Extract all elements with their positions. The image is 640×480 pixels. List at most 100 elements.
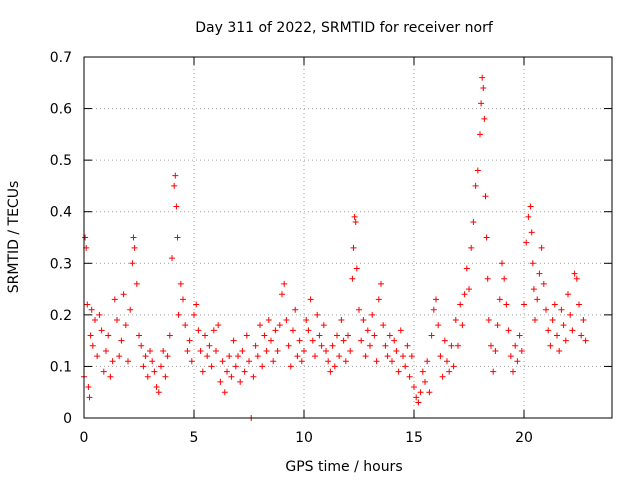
data-point xyxy=(131,244,138,251)
data-point xyxy=(147,347,153,354)
data-point xyxy=(565,291,571,298)
data-point xyxy=(373,358,380,365)
data-point xyxy=(193,301,200,308)
data-point xyxy=(369,311,376,318)
data-point xyxy=(580,317,587,324)
data-point xyxy=(290,327,296,334)
data-point xyxy=(279,291,285,298)
data-point xyxy=(331,363,338,370)
data-point xyxy=(307,296,314,303)
data-point xyxy=(534,296,541,303)
data-point xyxy=(463,265,470,272)
data-point xyxy=(303,317,310,324)
data-point xyxy=(281,280,288,287)
data-point xyxy=(503,301,510,308)
data-point xyxy=(259,363,266,370)
data-point xyxy=(265,317,272,324)
data-point xyxy=(316,332,323,339)
data-point xyxy=(536,270,543,277)
data-point xyxy=(488,342,494,349)
data-point xyxy=(353,265,360,272)
data-point xyxy=(408,353,415,360)
data-point xyxy=(426,389,433,396)
data-point xyxy=(334,332,340,339)
y-tick-label: 0.6 xyxy=(50,102,72,118)
data-point xyxy=(380,322,387,329)
data-point xyxy=(351,213,358,220)
data-point xyxy=(175,311,182,318)
data-point xyxy=(136,332,142,339)
data-point xyxy=(127,306,134,313)
data-point xyxy=(340,337,347,344)
data-point xyxy=(478,100,485,107)
data-point xyxy=(114,317,120,324)
data-point xyxy=(153,384,160,391)
data-point xyxy=(477,131,483,138)
data-point xyxy=(530,286,537,293)
data-point xyxy=(224,368,230,375)
data-point xyxy=(417,389,424,396)
x-tick-label: 15 xyxy=(405,430,423,446)
data-point xyxy=(582,337,589,344)
data-point xyxy=(87,332,94,339)
chart-title: Day 311 of 2022, SRMTID for receiver nor… xyxy=(195,20,494,36)
data-point xyxy=(314,311,321,318)
data-point xyxy=(435,322,442,329)
data-point xyxy=(547,342,554,349)
data-point xyxy=(230,337,237,344)
data-point xyxy=(516,332,523,339)
data-point xyxy=(213,347,219,354)
data-point xyxy=(294,353,301,360)
data-point xyxy=(545,327,552,334)
data-point xyxy=(164,353,171,360)
data-point xyxy=(125,358,131,365)
data-point xyxy=(82,234,89,241)
data-point xyxy=(338,317,345,324)
data-point xyxy=(261,332,268,339)
data-point xyxy=(402,363,409,370)
data-point xyxy=(98,327,105,334)
data-point xyxy=(276,322,283,329)
y-tick-label: 0.4 xyxy=(50,205,72,221)
data-point xyxy=(501,275,508,282)
x-axis-label: GPS time / hours xyxy=(285,459,402,475)
y-tick-label: 0.1 xyxy=(50,359,72,375)
data-point xyxy=(169,255,175,262)
data-point xyxy=(466,286,472,293)
data-point xyxy=(241,368,248,375)
data-point xyxy=(325,358,332,365)
data-point xyxy=(382,342,389,349)
plot-frame xyxy=(83,56,613,419)
data-point xyxy=(358,337,365,344)
data-point xyxy=(239,347,246,354)
data-point xyxy=(347,347,354,354)
data-point xyxy=(184,347,191,354)
data-point xyxy=(424,358,431,365)
data-point xyxy=(88,306,95,313)
data-point xyxy=(576,301,582,308)
data-point xyxy=(174,234,181,241)
data-point xyxy=(120,291,127,298)
data-point xyxy=(197,347,204,354)
data-point xyxy=(84,301,91,308)
data-point xyxy=(122,322,129,329)
data-point xyxy=(441,337,448,344)
data-point xyxy=(484,275,491,282)
data-point xyxy=(155,389,162,396)
data-point xyxy=(182,322,189,329)
data-point xyxy=(448,342,455,349)
data-point xyxy=(483,234,490,241)
data-point xyxy=(433,296,439,303)
data-point xyxy=(217,378,224,385)
data-point xyxy=(232,363,239,370)
data-point xyxy=(274,347,281,354)
data-point xyxy=(219,358,226,365)
data-point xyxy=(345,332,351,339)
data-point xyxy=(571,270,578,277)
data-point xyxy=(85,384,92,391)
data-point xyxy=(268,337,274,344)
data-point xyxy=(371,332,378,339)
data-point xyxy=(430,306,437,313)
data-point xyxy=(411,384,417,391)
